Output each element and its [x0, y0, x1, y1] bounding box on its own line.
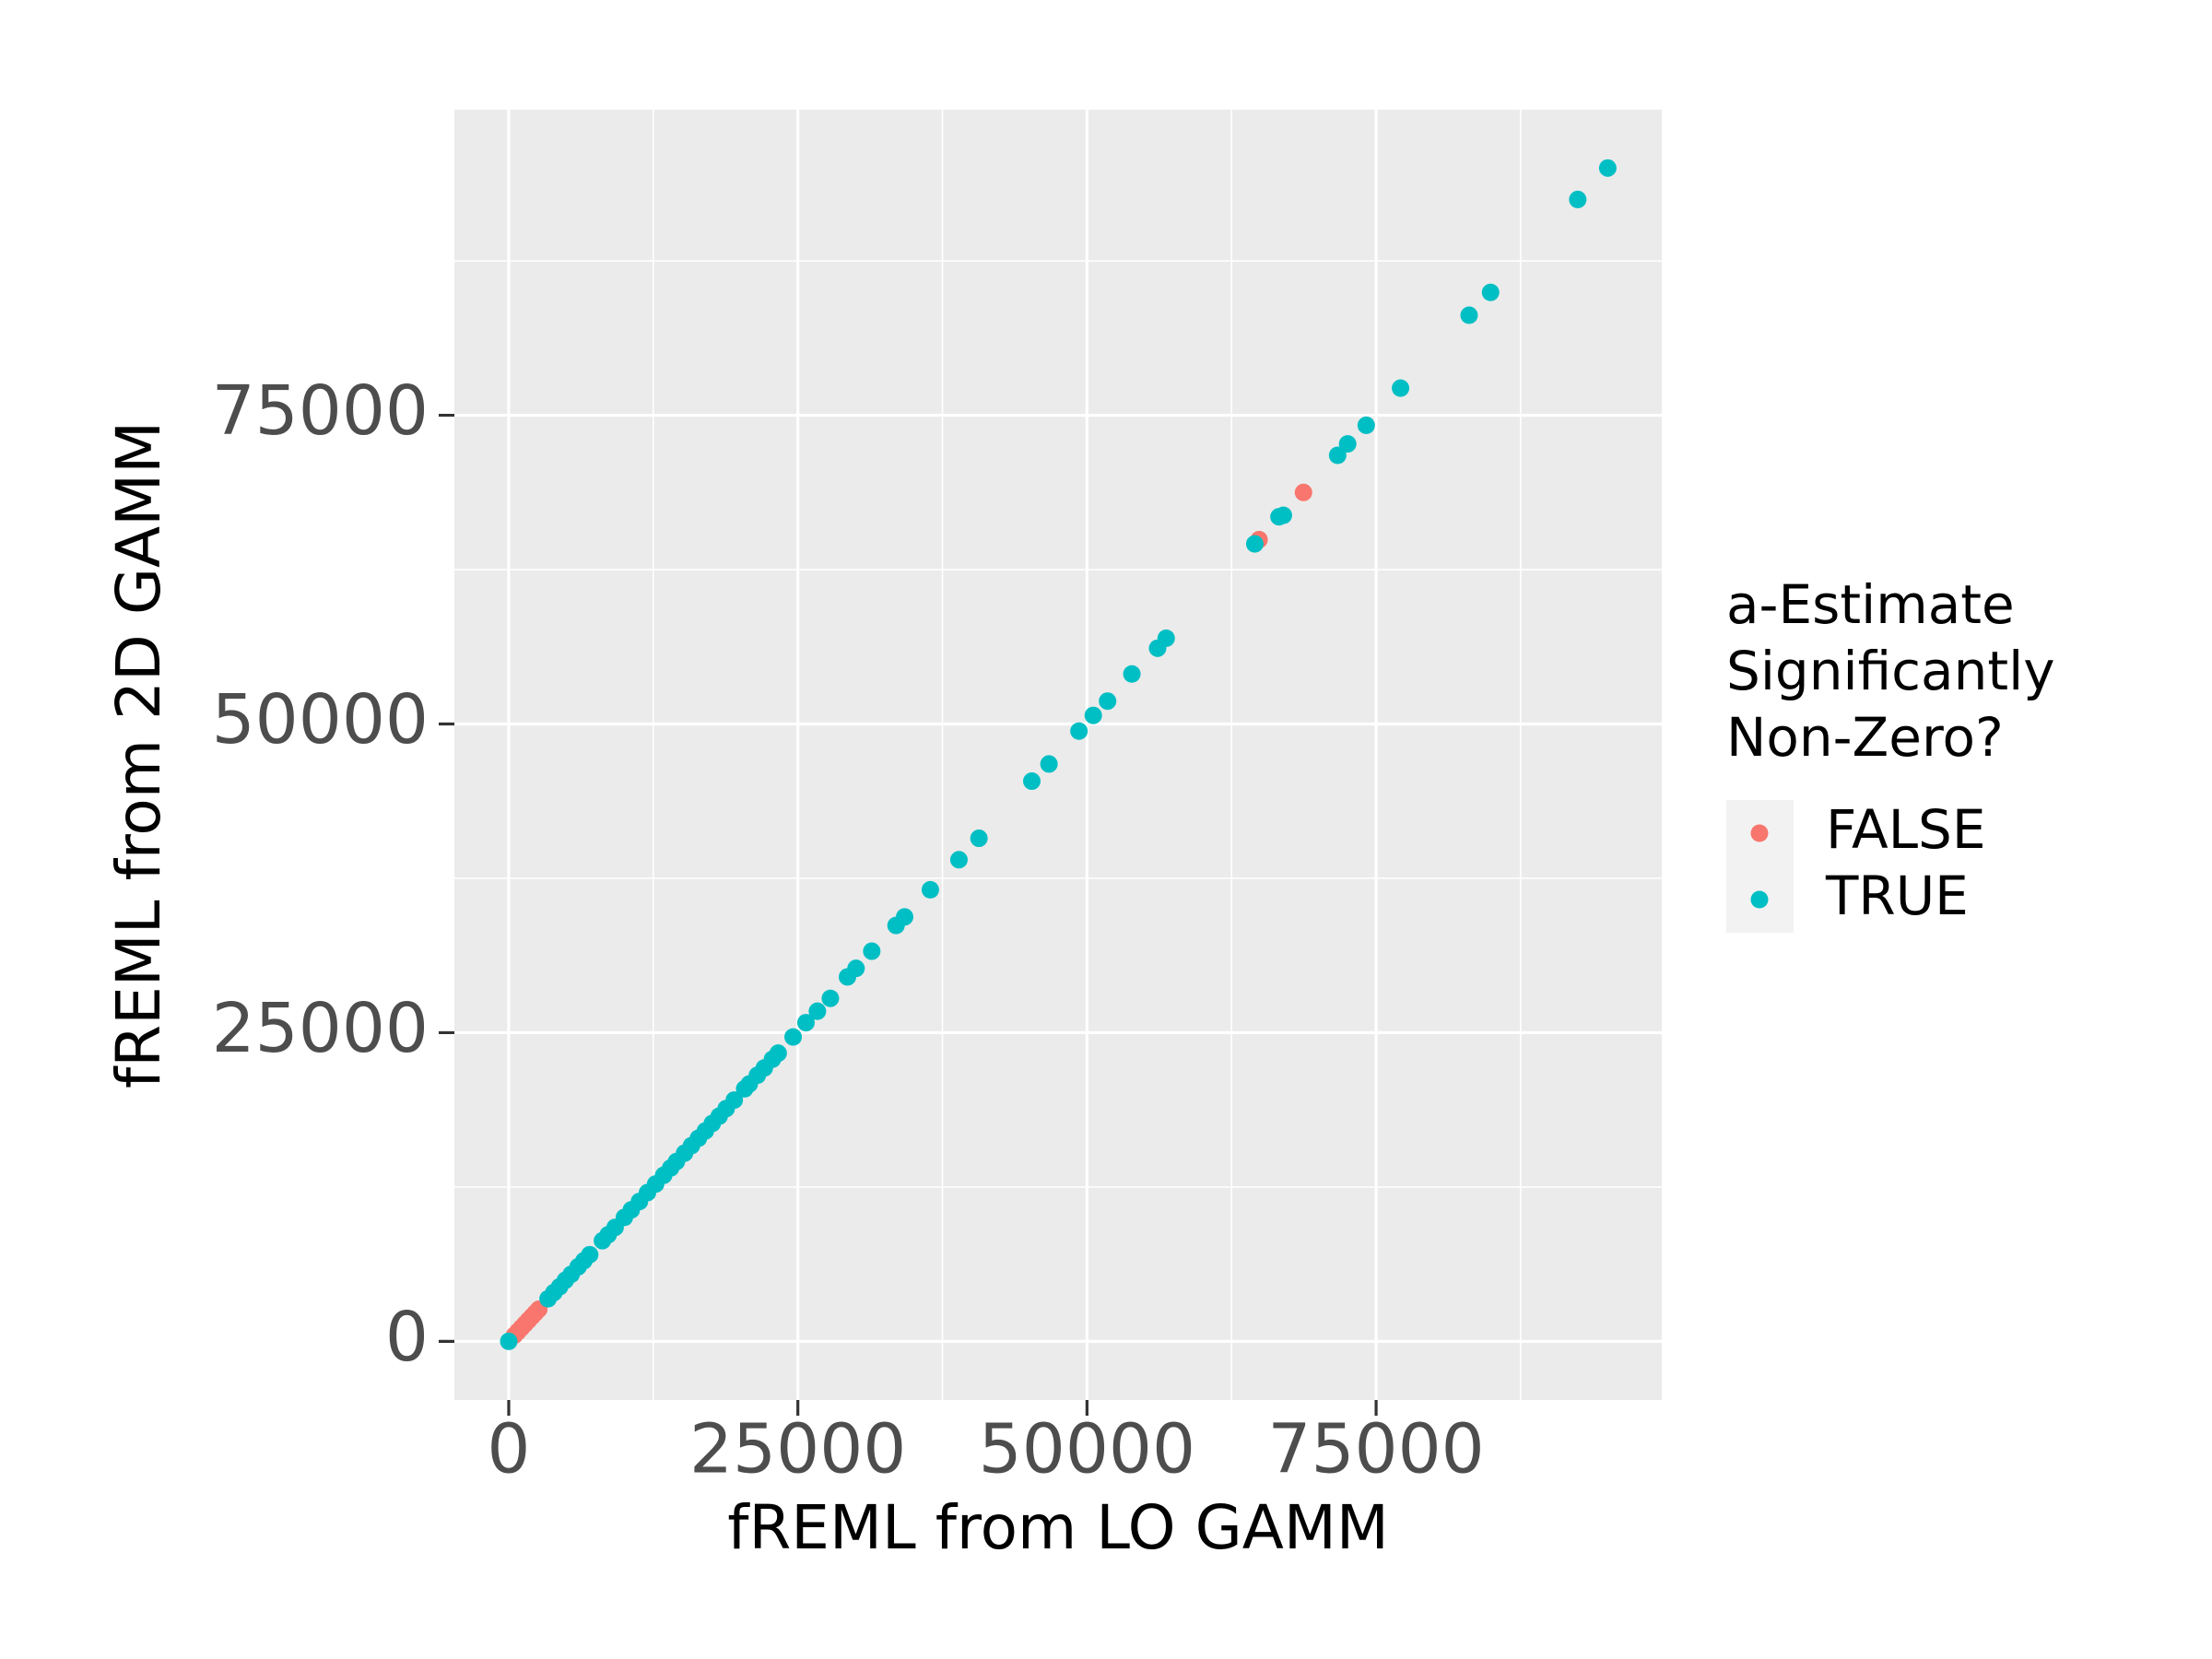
legend-key [1750, 824, 1769, 842]
data-point [896, 908, 914, 926]
x-tick-label: 75000 [1267, 1410, 1484, 1489]
data-point [725, 1091, 744, 1110]
data-point [1338, 435, 1357, 453]
data-point [769, 1044, 787, 1063]
y-tick-label: 0 [385, 1298, 429, 1377]
x-tick-label: 50000 [979, 1410, 1195, 1489]
data-point [1598, 159, 1617, 177]
data-point [863, 942, 881, 960]
legend-label: FALSE [1826, 798, 1986, 861]
x-tick-label: 0 [487, 1410, 530, 1489]
legend-label: TRUE [1825, 865, 1969, 927]
data-point [1569, 190, 1587, 208]
data-point [1099, 692, 1117, 711]
data-point [1274, 506, 1292, 524]
data-point [847, 959, 865, 978]
data-point [500, 1332, 518, 1350]
legend-title: Significantly [1726, 640, 2055, 702]
data-point [1481, 283, 1500, 301]
data-point [1084, 706, 1102, 724]
data-point [1070, 722, 1088, 740]
data-point [1328, 446, 1347, 465]
data-point [821, 989, 840, 1007]
data-point [1392, 379, 1410, 397]
data-point [970, 830, 988, 848]
x-tick-label: 25000 [689, 1410, 906, 1489]
data-point [1040, 755, 1058, 773]
legend-key [1750, 890, 1769, 909]
data-point [796, 1014, 815, 1032]
data-point [921, 880, 939, 899]
data-point [1245, 535, 1264, 553]
data-point [1123, 665, 1141, 683]
data-point [1460, 306, 1478, 324]
data-point [1294, 483, 1312, 501]
data-point [1157, 629, 1175, 647]
legend-title: Non-Zero? [1726, 706, 2004, 769]
data-point [1357, 416, 1375, 434]
legend-key-background [1726, 800, 1794, 933]
data-point [784, 1028, 803, 1046]
data-point [949, 851, 968, 869]
data-point [581, 1245, 599, 1264]
y-axis-title: fREML from 2D GAMM [103, 421, 174, 1088]
data-point [1023, 772, 1041, 791]
y-tick-label: 50000 [212, 680, 429, 759]
y-tick-label: 75000 [212, 371, 429, 451]
y-tick-label: 25000 [212, 989, 429, 1068]
data-point [808, 1002, 827, 1020]
x-axis-title: fREML from LO GAMM [727, 1492, 1389, 1563]
legend-title: a-Estimate [1726, 573, 2015, 636]
